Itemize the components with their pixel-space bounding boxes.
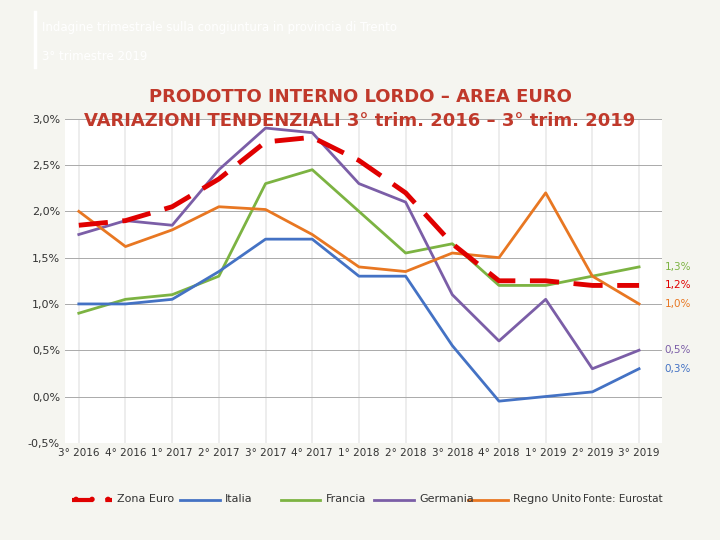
- Text: VARIAZIONI TENDENZIALI 3° trim. 2016 – 3° trim. 2019: VARIAZIONI TENDENZIALI 3° trim. 2016 – 3…: [84, 112, 636, 131]
- Text: Germania: Germania: [419, 495, 474, 504]
- Text: 0,3%: 0,3%: [665, 364, 691, 374]
- Text: 1,2%: 1,2%: [665, 280, 691, 291]
- Text: Zona Euro: Zona Euro: [117, 495, 174, 504]
- Text: Francia: Francia: [325, 495, 366, 504]
- Text: 0,5%: 0,5%: [665, 345, 691, 355]
- Text: Regno Unito: Regno Unito: [513, 495, 581, 504]
- Text: ●: ●: [89, 496, 95, 503]
- Text: 1,0%: 1,0%: [665, 299, 691, 309]
- Text: 1,3%: 1,3%: [665, 262, 691, 272]
- Text: 3° trimestre 2019: 3° trimestre 2019: [42, 50, 147, 63]
- Text: ●: ●: [73, 496, 78, 503]
- Text: Italia: Italia: [225, 495, 252, 504]
- Text: PRODOTTO INTERNO LORDO – AREA EURO: PRODOTTO INTERNO LORDO – AREA EURO: [148, 88, 572, 106]
- Text: ●: ●: [105, 496, 111, 503]
- Text: Indagine trimestrale sulla congiuntura in provincia di Trento: Indagine trimestrale sulla congiuntura i…: [42, 21, 397, 34]
- Text: Fonte: Eurostat: Fonte: Eurostat: [582, 495, 662, 504]
